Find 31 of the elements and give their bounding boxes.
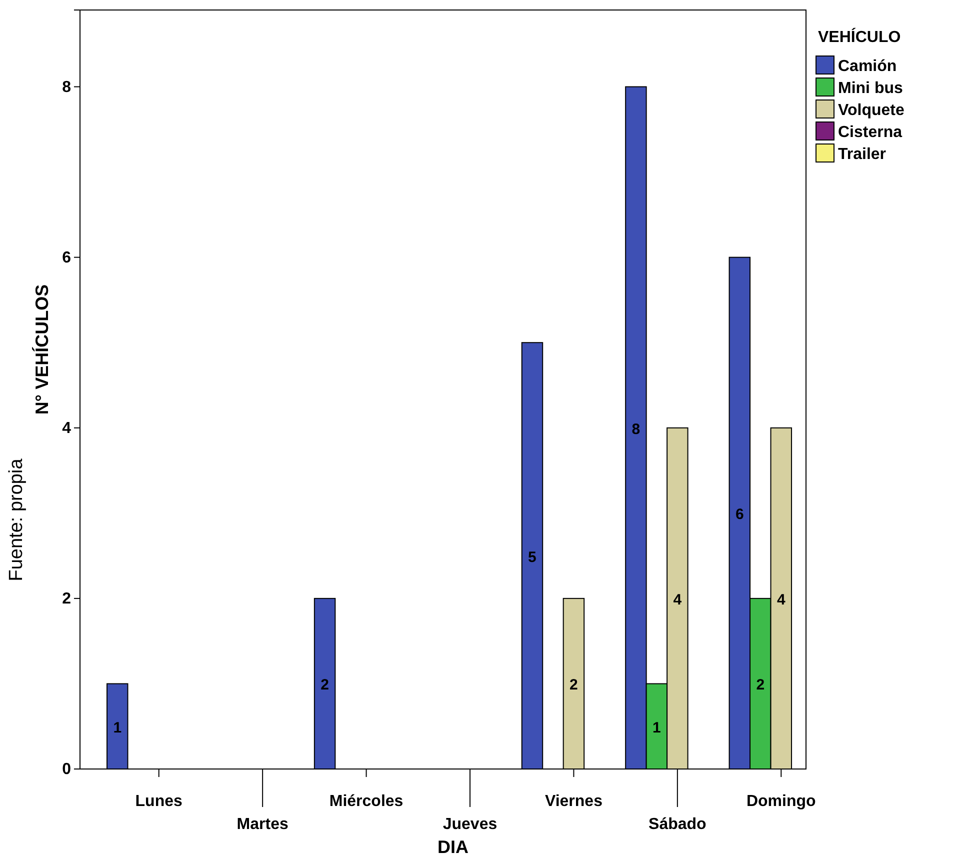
data-label: 2 xyxy=(320,676,329,694)
data-label: 5 xyxy=(528,548,536,566)
x-tick-label: Domingo xyxy=(746,793,816,810)
data-label: 1 xyxy=(652,719,661,736)
y-tick-label: 6 xyxy=(62,249,72,266)
x-tick-label: Jueves xyxy=(442,816,498,833)
x-tick-label: Miércoles xyxy=(329,793,404,810)
y-tick-label: 8 xyxy=(62,78,72,96)
data-label: 1 xyxy=(113,719,122,736)
x-tick-label: Lunes xyxy=(135,793,183,810)
data-label: 6 xyxy=(735,506,744,524)
data-label: 4 xyxy=(673,591,682,608)
legend-label: Mini bus xyxy=(838,80,903,97)
legend-label: Cisterna xyxy=(838,124,902,141)
data-label: 4 xyxy=(776,591,786,608)
y-axis-title: N° VEHÍCULOS xyxy=(32,284,52,415)
legend-label: Camión xyxy=(838,58,897,75)
data-label: 2 xyxy=(756,676,765,694)
x-tick-label: Martes xyxy=(236,816,288,833)
y-tick-label: 0 xyxy=(62,761,72,778)
legend-title: VEHÍCULO xyxy=(818,27,901,46)
legend-label: Volquete xyxy=(838,102,904,119)
data-label: 8 xyxy=(632,420,640,438)
y-tick-label: 4 xyxy=(62,420,72,437)
x-tick-label: Sábado xyxy=(648,816,707,833)
x-tick-label: Viernes xyxy=(544,793,603,810)
data-label: 2 xyxy=(570,676,578,694)
source-note: Fuente: propia xyxy=(6,458,27,582)
legend-label: Trailer xyxy=(838,146,886,163)
x-axis-title: DIA xyxy=(438,837,468,857)
y-tick-label: 2 xyxy=(62,590,72,608)
